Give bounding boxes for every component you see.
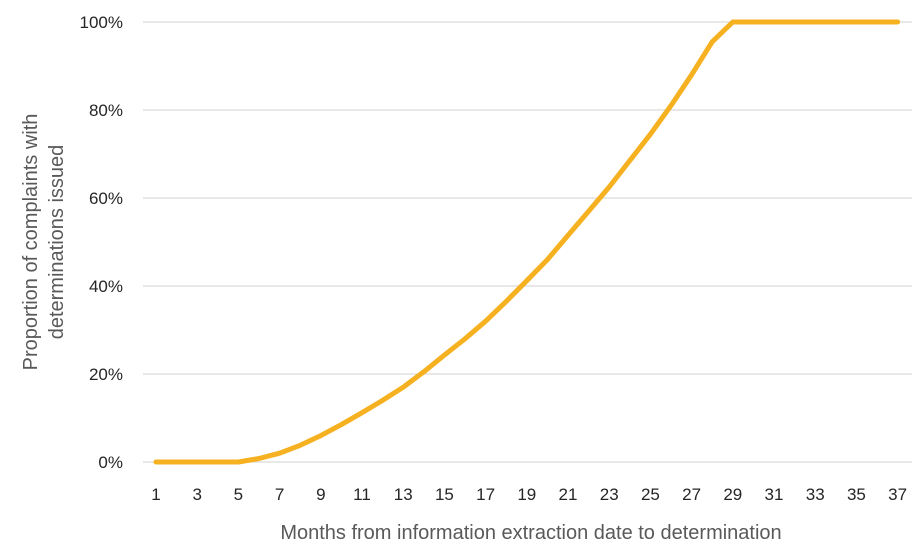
x-tick-label: 3 — [192, 485, 201, 504]
y-tick-label: 0% — [98, 453, 123, 472]
x-tick-label: 19 — [517, 485, 536, 504]
x-tick-label: 31 — [765, 485, 784, 504]
x-tick-label: 1 — [151, 485, 160, 504]
x-tick-label: 17 — [476, 485, 495, 504]
x-tick-label: 5 — [234, 485, 243, 504]
y-axis-title-line-1: Proportion of complaints with — [20, 114, 42, 371]
x-tick-label: 27 — [682, 485, 701, 504]
x-tick-label: 7 — [275, 485, 284, 504]
x-tick-label: 25 — [641, 485, 660, 504]
x-tick-label: 21 — [559, 485, 578, 504]
x-tick-label: 13 — [394, 485, 413, 504]
x-tick-label: 35 — [847, 485, 866, 504]
x-tick-label: 33 — [806, 485, 825, 504]
series-line — [153, 19, 901, 465]
x-axis-tick-labels: 1 3 5 7 9 11 13 15 17 19 21 23 25 27 29 31 33 35 37 — [151, 485, 907, 504]
x-tick-label: 11 — [353, 485, 371, 504]
y-tick-label: 20% — [89, 365, 123, 384]
y-axis-title: Proportion of complaints with determinat… — [20, 114, 68, 371]
x-tick-label: 9 — [316, 485, 325, 504]
x-tick-label: 37 — [888, 485, 907, 504]
y-tick-label: 100% — [80, 13, 123, 32]
y-tick-label: 60% — [89, 189, 123, 208]
x-tick-label: 23 — [600, 485, 619, 504]
y-axis-title-line-2: determinations issued — [46, 145, 68, 340]
y-tick-label: 80% — [89, 101, 123, 120]
y-tick-label: 40% — [89, 277, 123, 296]
x-tick-label: 15 — [435, 485, 454, 504]
gridlines — [143, 21, 912, 463]
x-tick-label: 29 — [723, 485, 742, 504]
y-axis-tick-labels: 0% 20% 40% 60% 80% 100% — [80, 13, 123, 472]
x-axis-title: Months from information extraction date … — [280, 522, 781, 544]
